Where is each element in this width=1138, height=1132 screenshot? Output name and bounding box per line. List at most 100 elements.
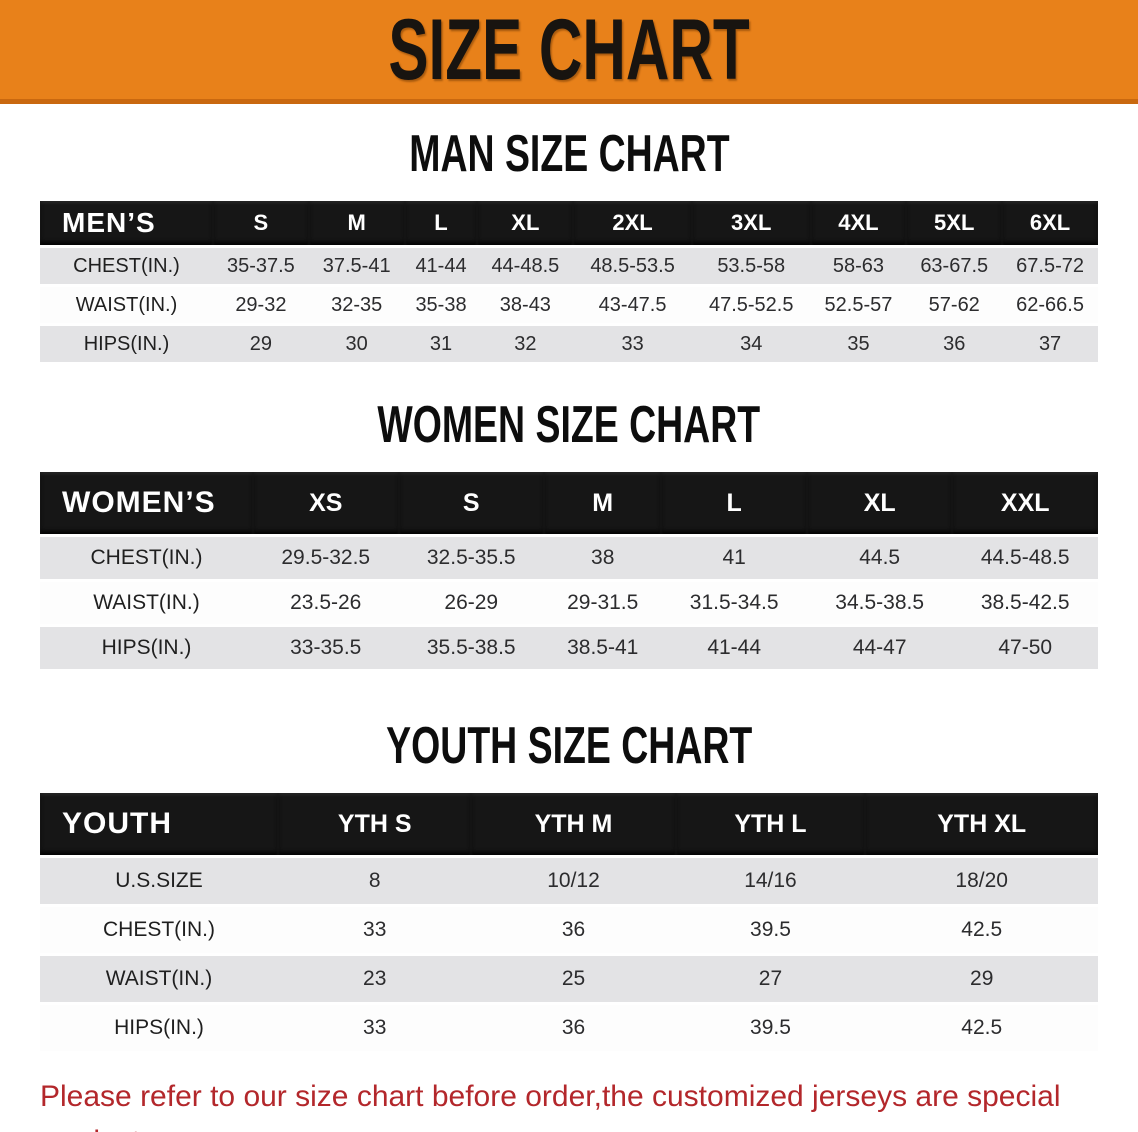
table-row: CHEST(IN.) 29.5-32.5 32.5-35.5 38 41 44.… (40, 537, 1098, 579)
table-cell: 39.5 (750, 918, 791, 941)
women-group-label: WOMEN’S (40, 472, 253, 534)
men-size-header: 4XL (811, 201, 907, 245)
table-cell: 29 (970, 967, 994, 990)
youth-group-label: YOUTH (40, 793, 278, 855)
table-cell: 29-32 (235, 293, 287, 316)
row-label: WAIST(IN.) (93, 591, 200, 614)
table-cell: 29.5-32.5 (281, 546, 371, 569)
table-cell: 63-67.5 (920, 254, 989, 277)
women-size-header: S (399, 472, 545, 534)
men-size-table: MEN’S S M L XL 2XL 3XL 4XL 5XL 6XL CHEST… (40, 198, 1098, 365)
table-row: HIPS(IN.) 33 36 39.5 42.5 (40, 1005, 1098, 1051)
table-cell: 42.5 (961, 918, 1003, 941)
table-row: CHEST(IN.) 35-37.5 37.5-41 41-44 44-48.5… (40, 248, 1098, 284)
men-heading-text: MAN SIZE CHART (408, 125, 730, 183)
men-size-header: 5XL (906, 201, 1002, 245)
row-label: CHEST(IN.) (103, 918, 215, 941)
men-size-header: XL (477, 201, 573, 245)
table-cell: 33 (363, 1016, 387, 1039)
table-cell: 34.5-38.5 (835, 591, 925, 614)
row-label: CHEST(IN.) (73, 254, 180, 277)
table-cell: 31 (429, 332, 453, 355)
men-header-row: MEN’S S M L XL 2XL 3XL 4XL 5XL 6XL (40, 201, 1098, 245)
banner-title: SIZE CHART (388, 1, 750, 98)
table-cell: 57-62 (928, 293, 980, 316)
women-header-row: WOMEN’S XS S M L XL XXL (40, 472, 1098, 534)
row-label: CHEST(IN.) (90, 546, 203, 569)
row-label: HIPS(IN.) (101, 636, 192, 659)
men-size-header: S (213, 201, 309, 245)
women-size-header: M (544, 472, 661, 534)
women-size-header: XXL (952, 472, 1098, 534)
table-cell: 35 (847, 332, 870, 355)
men-size-header: L (405, 201, 478, 245)
youth-size-header: YTH XL (865, 793, 1098, 855)
table-cell: 41-44 (415, 254, 467, 277)
row-label: WAIST(IN.) (75, 293, 178, 316)
table-cell: 33 (363, 918, 387, 941)
table-cell: 41-44 (707, 636, 762, 659)
table-cell: 44.5-48.5 (980, 546, 1070, 569)
table-cell: 27 (758, 967, 783, 990)
youth-header-row: YOUTH YTH S YTH M YTH L YTH XL (40, 793, 1098, 855)
table-cell: 29-31.5 (567, 591, 639, 614)
table-cell: 38.5-41 (567, 636, 639, 659)
table-cell: 25 (561, 967, 586, 990)
women-heading-text: WOMEN SIZE CHART (377, 396, 761, 454)
table-cell: 32-35 (331, 293, 383, 316)
table-cell: 44-47 (852, 636, 907, 659)
youth-size-header: YTH S (278, 793, 471, 855)
men-size-header: 2XL (573, 201, 692, 245)
row-label: HIPS(IN.) (114, 1016, 204, 1039)
row-label: WAIST(IN.) (105, 967, 213, 990)
table-cell: 38-43 (499, 293, 551, 316)
table-cell: 39.5 (750, 1016, 791, 1039)
table-cell: 32.5-35.5 (426, 546, 516, 569)
table-cell: 42.5 (961, 1016, 1003, 1039)
table-cell: 43-47.5 (598, 293, 667, 316)
men-group-label: MEN’S (40, 201, 213, 245)
table-row: HIPS(IN.) 29 30 31 32 33 34 35 36 37 (40, 326, 1098, 362)
banner: SIZE CHART (0, 0, 1138, 104)
table-cell: 36 (561, 1016, 586, 1039)
table-cell: 53.5-58 (717, 254, 786, 277)
table-cell: 62-66.5 (1016, 293, 1084, 316)
table-cell: 31.5-34.5 (689, 591, 779, 614)
table-cell: 36 (561, 918, 586, 941)
table-cell: 33 (621, 332, 644, 355)
women-section-heading: WOMEN SIZE CHART (0, 399, 1138, 451)
youth-size-table: YOUTH YTH S YTH M YTH L YTH XL U.S.SIZE … (40, 790, 1098, 1054)
table-cell: 8 (368, 869, 381, 892)
table-cell: 47-50 (998, 636, 1053, 659)
youth-size-header: YTH M (471, 793, 675, 855)
youth-section-heading: YOUTH SIZE CHART (0, 720, 1138, 772)
table-cell: 35-37.5 (226, 254, 295, 277)
table-cell: 34 (740, 332, 763, 355)
youth-size-header: YTH L (676, 793, 866, 855)
table-cell: 41 (722, 546, 746, 569)
women-size-table: WOMEN’S XS S M L XL XXL CHEST(IN.) 29.5-… (40, 469, 1098, 672)
table-cell: 38 (591, 546, 615, 569)
table-cell: 38.5-42.5 (980, 591, 1070, 614)
men-size-header: 3XL (692, 201, 811, 245)
table-cell: 10/12 (547, 869, 600, 892)
table-cell: 52.5-57 (824, 293, 893, 316)
table-cell: 35-38 (415, 293, 467, 316)
table-cell: 35.5-38.5 (426, 636, 516, 659)
table-row: HIPS(IN.) 33-35.5 35.5-38.5 38.5-41 41-4… (40, 627, 1098, 669)
table-cell: 44-48.5 (491, 254, 560, 277)
table-cell: 23 (363, 967, 387, 990)
table-cell: 37 (1038, 332, 1062, 355)
table-cell: 33-35.5 (290, 636, 362, 659)
women-size-header: XS (253, 472, 399, 534)
row-label: U.S.SIZE (115, 869, 203, 892)
table-cell: 26-29 (444, 591, 499, 614)
table-cell: 44.5 (859, 546, 901, 569)
table-cell: 47.5-52.5 (708, 293, 794, 316)
table-row: WAIST(IN.) 23.5-26 26-29 29-31.5 31.5-34… (40, 582, 1098, 624)
table-cell: 14/16 (744, 869, 797, 892)
table-row: U.S.SIZE 8 10/12 14/16 18/20 (40, 858, 1098, 904)
table-cell: 29 (249, 332, 273, 355)
table-cell: 48.5-53.5 (590, 254, 675, 277)
row-label: HIPS(IN.) (83, 332, 170, 355)
